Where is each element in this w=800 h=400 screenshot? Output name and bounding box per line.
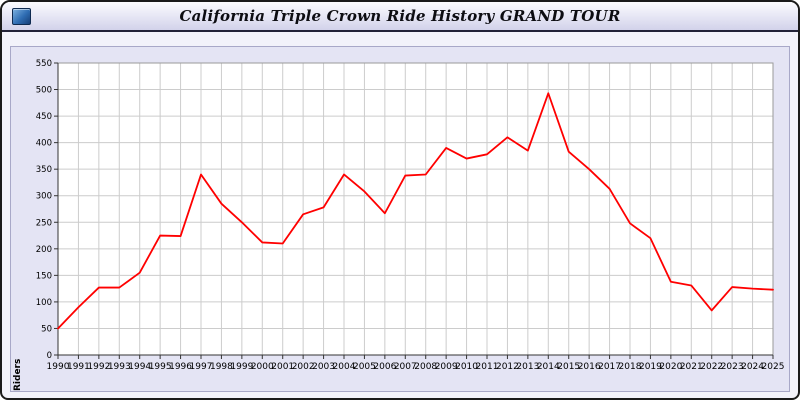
svg-text:2024: 2024 <box>741 362 764 372</box>
svg-text:2016: 2016 <box>578 362 601 372</box>
svg-text:1995: 1995 <box>149 362 172 372</box>
svg-text:1993: 1993 <box>108 362 131 372</box>
svg-text:100: 100 <box>36 298 52 308</box>
svg-text:2023: 2023 <box>721 362 744 372</box>
svg-text:2002: 2002 <box>292 362 315 372</box>
svg-text:1996: 1996 <box>169 362 192 372</box>
app-icon <box>12 8 31 25</box>
svg-text:2005: 2005 <box>353 362 376 372</box>
svg-text:1992: 1992 <box>87 362 110 372</box>
svg-text:1994: 1994 <box>128 362 151 372</box>
svg-text:2008: 2008 <box>414 362 437 372</box>
svg-text:1998: 1998 <box>210 362 233 372</box>
svg-text:2020: 2020 <box>659 362 682 372</box>
svg-text:250: 250 <box>36 218 52 228</box>
riders-line-chart: 0501001502002503003504004505005501990199… <box>36 59 785 372</box>
svg-text:450: 450 <box>36 112 52 122</box>
svg-text:200: 200 <box>36 245 52 255</box>
svg-text:1990: 1990 <box>47 362 70 372</box>
svg-text:2013: 2013 <box>516 362 539 372</box>
svg-text:2017: 2017 <box>598 362 621 372</box>
svg-text:2004: 2004 <box>333 362 356 372</box>
page-title: California Triple Crown Ride History GRA… <box>179 7 621 25</box>
svg-text:2011: 2011 <box>476 362 499 372</box>
svg-text:2009: 2009 <box>435 362 458 372</box>
svg-text:2014: 2014 <box>537 362 560 372</box>
svg-text:0: 0 <box>47 351 52 361</box>
svg-text:2022: 2022 <box>700 362 723 372</box>
svg-text:2001: 2001 <box>271 362 294 372</box>
svg-text:2012: 2012 <box>496 362 519 372</box>
svg-text:1999: 1999 <box>230 362 253 372</box>
svg-text:50: 50 <box>41 324 52 334</box>
svg-text:2019: 2019 <box>639 362 662 372</box>
svg-text:550: 550 <box>36 59 52 69</box>
svg-text:150: 150 <box>36 271 52 281</box>
svg-text:2015: 2015 <box>557 362 580 372</box>
svg-text:500: 500 <box>36 86 52 96</box>
svg-text:2010: 2010 <box>455 362 478 372</box>
svg-text:2025: 2025 <box>762 362 785 372</box>
svg-text:2006: 2006 <box>373 362 396 372</box>
svg-text:2007: 2007 <box>394 362 417 372</box>
svg-text:2000: 2000 <box>251 362 274 372</box>
svg-text:400: 400 <box>36 139 52 149</box>
chart-panel: Riders 0 50 100 150 200 250 300 350 400 450 500 550… <box>10 46 790 392</box>
svg-text:1991: 1991 <box>67 362 90 372</box>
svg-text:2018: 2018 <box>619 362 642 372</box>
svg-text:300: 300 <box>36 192 52 202</box>
svg-text:1997: 1997 <box>190 362 213 372</box>
title-bar: California Triple Crown Ride History GRA… <box>2 2 798 32</box>
svg-text:2003: 2003 <box>312 362 335 372</box>
svg-text:2021: 2021 <box>680 362 703 372</box>
svg-text:350: 350 <box>36 165 52 175</box>
